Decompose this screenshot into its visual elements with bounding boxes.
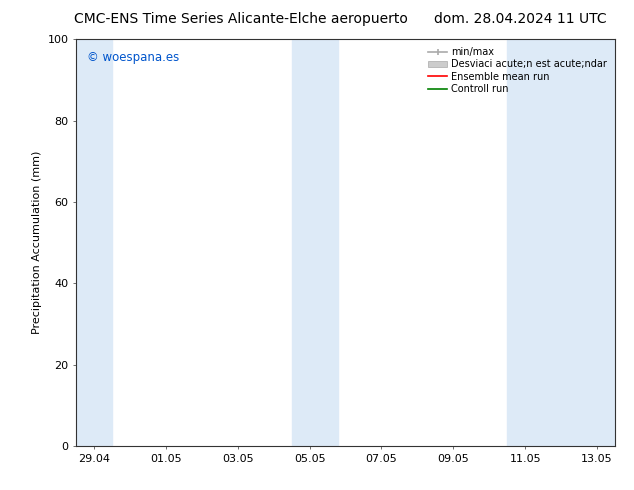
Text: © woespana.es: © woespana.es	[87, 51, 179, 64]
Y-axis label: Precipitation Accumulation (mm): Precipitation Accumulation (mm)	[32, 151, 42, 334]
Bar	[507, 39, 615, 446]
Bar	[76, 39, 112, 446]
Text: dom. 28.04.2024 11 UTC: dom. 28.04.2024 11 UTC	[434, 12, 606, 26]
Text: CMC-ENS Time Series Alicante-Elche aeropuerto: CMC-ENS Time Series Alicante-Elche aerop…	[74, 12, 408, 26]
Legend: min/max, Desviaci acute;n est acute;ndar, Ensemble mean run, Controll run: min/max, Desviaci acute;n est acute;ndar…	[425, 44, 610, 97]
Bar	[292, 39, 339, 446]
